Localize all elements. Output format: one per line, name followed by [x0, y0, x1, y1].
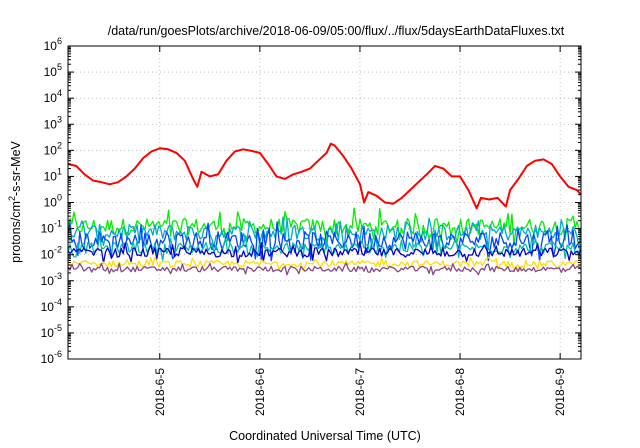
x-tick-label: 2018-6-5 [153, 368, 167, 416]
chart-title: /data/run/goesPlots/archive/2018-06-09/0… [108, 24, 565, 38]
y-axis-label-sup: 2 [7, 196, 17, 201]
y-tick-label: 105 [44, 62, 62, 79]
series-line-0 [67, 142, 582, 210]
x-tick-label: 2018-6-7 [353, 368, 367, 416]
series-line-6 [67, 256, 582, 272]
x-tick-label: 2018-6-8 [453, 368, 467, 416]
series-line-1 [67, 207, 582, 246]
series-line-7 [67, 262, 582, 276]
y-tick-label: 100 [44, 193, 62, 210]
x-tick-label: 2018-6-6 [253, 368, 267, 416]
y-tick-label: 10-5 [41, 323, 62, 340]
y-tick-label: 104 [44, 88, 62, 105]
data-series [67, 142, 582, 276]
y-tick-label: 10-4 [41, 297, 62, 314]
y-tick-label: 106 [44, 36, 62, 53]
y-tick-label: 10-1 [41, 219, 62, 236]
x-tick-label: 2018-6-9 [553, 368, 567, 416]
x-axis-label: Coordinated Universal Time (UTC) [229, 429, 421, 443]
y-tick-label: 102 [44, 140, 62, 157]
y-tick-label: 10-3 [41, 271, 62, 288]
y-axis-label-main: protons/cm [9, 201, 23, 263]
y-axis-label: protons/cm2-s-sr-MeV [7, 140, 23, 262]
y-axis: 10-6 10-5 10-4 10-3 10-2 10-1 100 101 102 103 104 1… [41, 36, 581, 366]
y-tick-label: 101 [44, 166, 62, 183]
y-tick-label: 10-6 [41, 349, 62, 366]
y-tick-label: 103 [44, 114, 62, 131]
series-line-5 [67, 241, 582, 264]
y-tick-label: 10-2 [41, 245, 62, 262]
x-axis: 2018-6-5 2018-6-6 2018-6-7 2018-6-8 2018-6-9 [153, 46, 567, 416]
y-axis-label-tail: -s-sr-MeV [9, 140, 23, 196]
grid-lines [68, 46, 581, 359]
